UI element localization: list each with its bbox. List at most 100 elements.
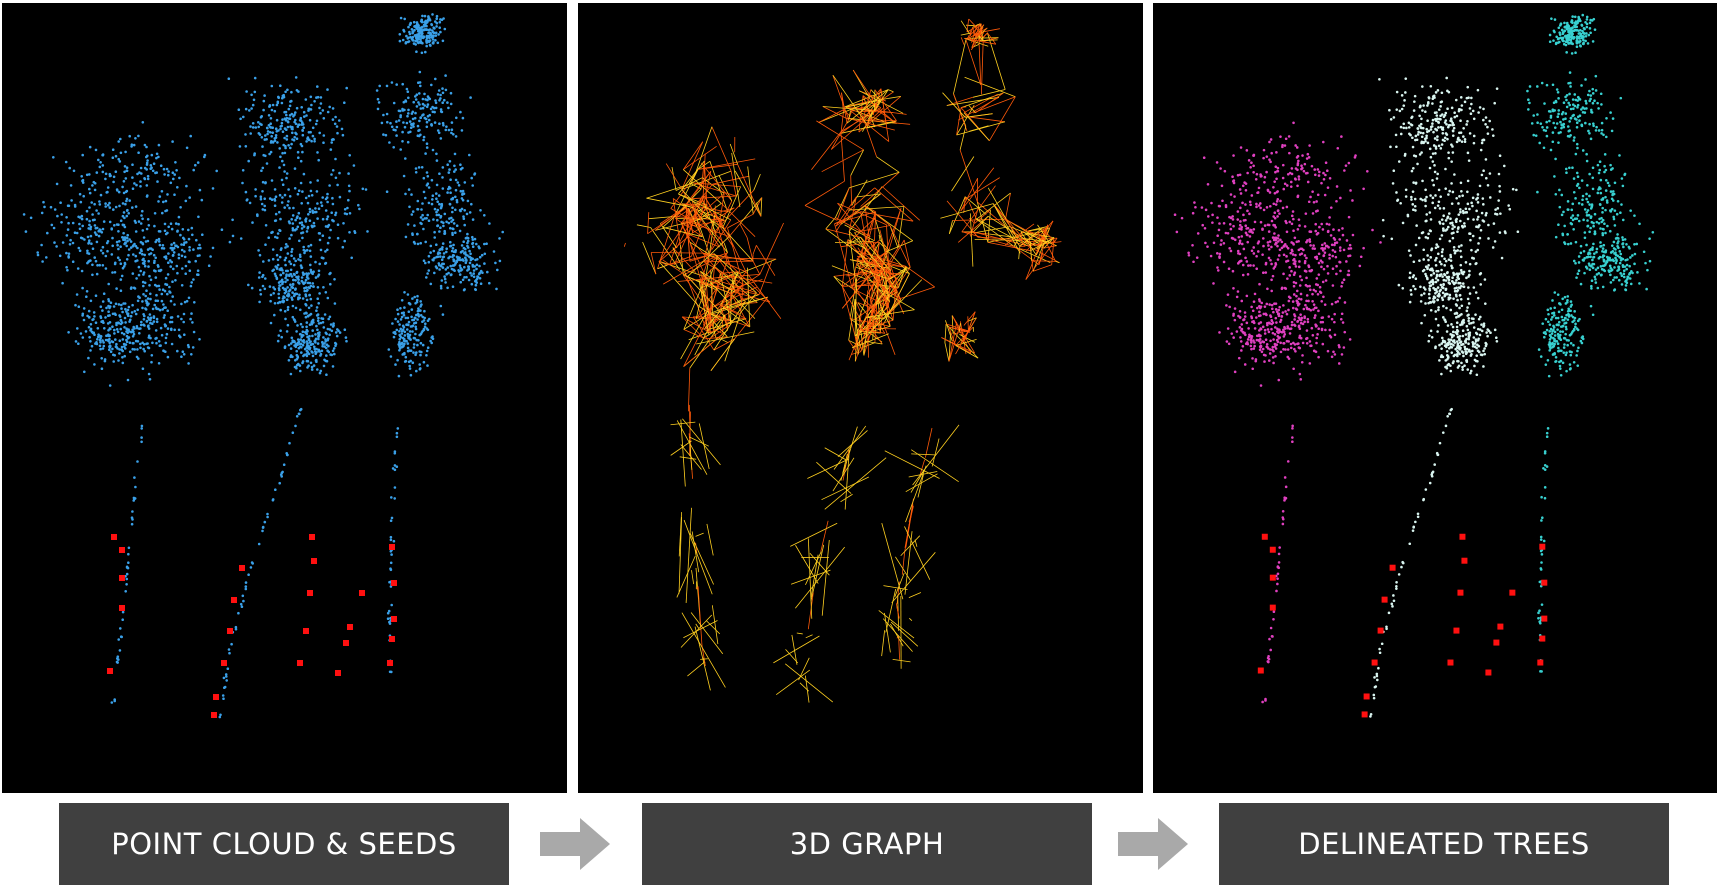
cloud-point — [313, 345, 316, 349]
cloud-point — [440, 110, 444, 114]
cloud-point — [158, 195, 162, 198]
cloud-point — [430, 123, 433, 126]
cloud-point — [133, 242, 136, 246]
tree-point — [1270, 289, 1273, 293]
graph-edge — [657, 264, 668, 270]
cloud-point — [286, 252, 290, 255]
tree-point — [1238, 252, 1242, 256]
graph-edge — [1005, 218, 1044, 241]
cloud-point — [117, 190, 121, 194]
cloud-point — [46, 231, 49, 235]
tree-point — [1303, 269, 1307, 273]
tree-point — [1440, 372, 1443, 376]
tree-point — [1497, 172, 1501, 176]
tree-point — [1294, 144, 1297, 147]
tree-point — [1193, 201, 1196, 204]
cloud-point — [376, 107, 380, 111]
cloud-point — [123, 216, 126, 220]
tree-point — [1451, 330, 1455, 334]
cloud-point — [158, 243, 162, 247]
cloud-point — [125, 327, 128, 331]
tree-point — [1312, 288, 1316, 292]
cloud-point — [155, 152, 159, 156]
cloud-point — [455, 198, 459, 202]
cloud-point — [403, 125, 407, 129]
tree-point — [1216, 234, 1219, 237]
cloud-point — [324, 339, 328, 343]
tree-point — [1296, 195, 1300, 199]
tree-point — [1269, 258, 1272, 262]
tree-point — [1304, 212, 1308, 215]
graph-edge — [855, 266, 890, 280]
cloud-point — [413, 242, 417, 245]
cloud-point — [184, 272, 187, 276]
cloud-point — [133, 327, 136, 330]
cloud-point — [261, 273, 265, 277]
graph-edge — [876, 253, 886, 289]
cloud-point — [322, 141, 325, 144]
cloud-point — [121, 338, 125, 341]
cloud-point — [133, 348, 136, 351]
tree-point — [1339, 317, 1343, 321]
cloud-point — [422, 227, 425, 231]
graph-edge — [978, 44, 982, 86]
cloud-point — [117, 140, 120, 143]
seed-marker — [221, 660, 227, 666]
cloud-point — [437, 33, 440, 36]
cloud-point — [441, 101, 445, 104]
cloud-point — [361, 187, 365, 191]
cloud-point — [151, 307, 155, 311]
tree-point — [1271, 635, 1274, 638]
cloud-point — [419, 309, 422, 312]
tree-point — [1265, 342, 1269, 346]
tree-point — [1273, 191, 1277, 195]
cloud-point — [170, 342, 174, 346]
graph-edge — [1041, 228, 1056, 243]
cloud-point — [93, 224, 97, 227]
graph-edge — [711, 605, 719, 645]
tree-point — [1347, 273, 1351, 277]
graph-edge — [775, 669, 811, 695]
cloud-point — [246, 198, 249, 201]
tree-point — [1312, 303, 1316, 306]
tree-point — [1244, 231, 1248, 235]
cloud-point — [398, 39, 402, 43]
cloud-point — [289, 125, 292, 128]
cloud-point — [117, 247, 120, 251]
seed-marker — [119, 575, 125, 581]
cloud-point — [124, 321, 127, 324]
tree-point — [1328, 216, 1331, 219]
cloud-point — [245, 90, 248, 93]
cloud-point — [146, 303, 149, 307]
graph-edge — [687, 661, 705, 677]
tree-point — [1311, 247, 1315, 250]
cloud-point — [318, 232, 322, 235]
cloud-point — [284, 280, 287, 284]
cloud-point — [115, 240, 119, 244]
cloud-point — [467, 265, 470, 268]
cloud-point — [120, 307, 123, 310]
tree-point — [1291, 427, 1294, 430]
cloud-point — [178, 176, 181, 180]
cloud-point — [155, 341, 158, 345]
cloud-point — [449, 244, 452, 248]
cloud-point — [157, 155, 160, 159]
cloud-point — [416, 294, 419, 298]
cloud-point — [113, 332, 116, 335]
cloud-point — [324, 225, 328, 228]
cloud-point — [293, 320, 297, 323]
graph-edge — [967, 317, 977, 322]
tree-point — [1435, 138, 1439, 142]
graph-edge — [865, 96, 901, 103]
graph-edge — [678, 512, 682, 557]
tree-point — [1296, 303, 1300, 307]
cloud-point — [126, 566, 130, 570]
cloud-point — [412, 318, 416, 322]
cloud-point — [305, 114, 308, 117]
cloud-point — [107, 329, 110, 332]
tree-point — [1447, 212, 1451, 215]
cloud-point — [297, 156, 300, 159]
cloud-point — [301, 271, 305, 275]
tree-point — [1289, 185, 1293, 188]
graph-edge — [662, 226, 703, 238]
